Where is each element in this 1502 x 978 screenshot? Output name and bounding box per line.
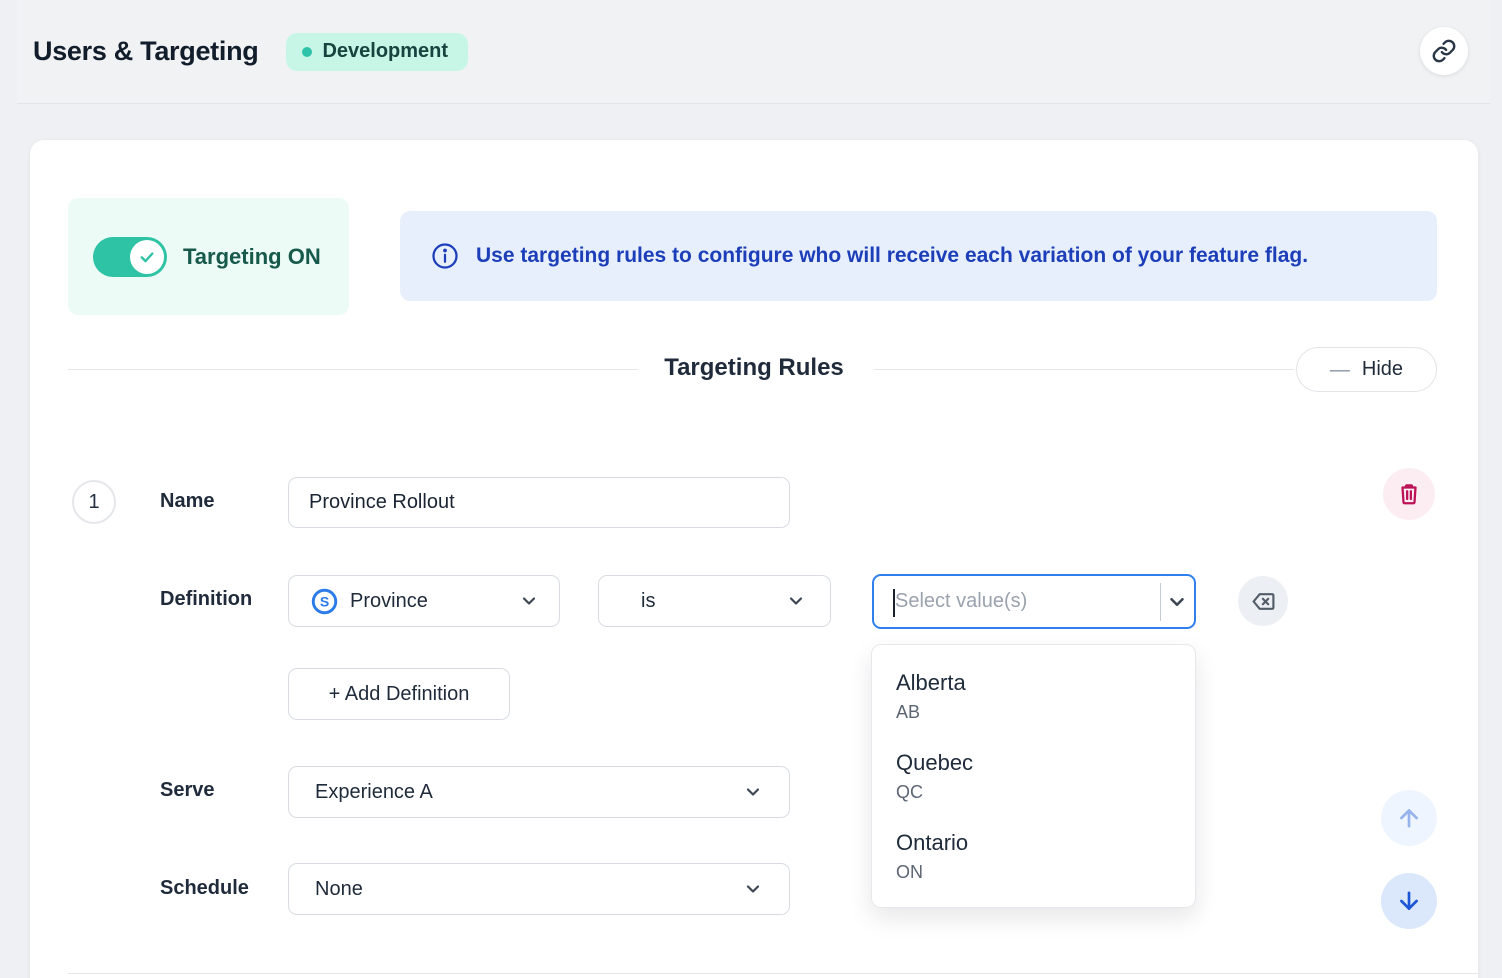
backspace-icon xyxy=(1250,588,1277,615)
environment-badge: Development xyxy=(286,32,469,71)
values-combobox[interactable] xyxy=(872,574,1196,629)
serve-select[interactable]: Experience A xyxy=(288,766,790,818)
option-sublabel: AB xyxy=(896,702,921,722)
chevron-down-icon xyxy=(786,591,806,611)
info-banner: Use targeting rules to configure who wil… xyxy=(400,211,1437,301)
string-type-icon: S xyxy=(311,588,338,615)
combobox-divider xyxy=(1160,582,1161,621)
dropdown-option-alberta[interactable]: Alberta AB xyxy=(896,669,1195,725)
option-label: Quebec xyxy=(896,750,974,775)
option-sublabel: QC xyxy=(896,782,923,802)
info-icon xyxy=(430,241,460,271)
values-input[interactable] xyxy=(874,590,1160,613)
serve-select-value: Experience A xyxy=(315,780,433,803)
option-label: Ontario xyxy=(896,830,969,855)
dropdown-option-quebec[interactable]: Quebec QC xyxy=(896,749,1195,805)
targeting-toggle-label: Targeting ON xyxy=(183,243,321,269)
divider-left xyxy=(68,369,638,370)
chevron-down-icon[interactable] xyxy=(1161,591,1194,613)
definition-label: Definition xyxy=(160,588,253,610)
dropdown-option-ontario[interactable]: Ontario ON xyxy=(896,829,1195,885)
option-label: Alberta xyxy=(896,670,966,695)
move-rule-up-button[interactable] xyxy=(1381,790,1437,846)
property-select[interactable]: S Province xyxy=(288,575,560,627)
name-label: Name xyxy=(160,490,215,512)
page-title: Users & Targeting xyxy=(33,36,259,66)
environment-badge-label: Development xyxy=(322,40,449,62)
page-header: Users & Targeting Development xyxy=(17,0,1490,104)
targeting-card: Targeting ON Use targeting rules to conf… xyxy=(30,140,1478,978)
hide-rules-button[interactable]: — Hide xyxy=(1296,347,1437,392)
rule-name-input[interactable] xyxy=(288,477,790,528)
section-title: Targeting Rules xyxy=(664,354,844,381)
comparator-select[interactable]: is xyxy=(598,575,831,627)
targeting-toggle-container: Targeting ON xyxy=(68,198,349,315)
values-dropdown-panel: Alberta AB Quebec QC Ontario ON xyxy=(871,644,1196,908)
section-bottom-divider xyxy=(68,973,1478,974)
copy-link-button[interactable] xyxy=(1420,27,1468,75)
toggle-knob xyxy=(130,240,164,274)
delete-rule-button[interactable] xyxy=(1383,468,1435,520)
chevron-down-icon xyxy=(743,879,763,899)
option-sublabel: ON xyxy=(896,862,923,882)
schedule-label: Schedule xyxy=(160,877,249,899)
chevron-down-icon xyxy=(743,782,763,802)
serve-label: Serve xyxy=(160,779,215,801)
environment-status-dot xyxy=(302,46,313,57)
add-definition-button[interactable]: + Add Definition xyxy=(288,668,510,720)
chevron-down-icon xyxy=(519,591,539,611)
trash-icon xyxy=(1396,481,1422,507)
svg-text:S: S xyxy=(320,593,329,609)
check-icon xyxy=(138,248,156,266)
minus-icon: — xyxy=(1329,358,1350,381)
property-select-value: Province xyxy=(350,589,428,612)
move-rule-down-button[interactable] xyxy=(1381,873,1437,929)
clear-values-button[interactable] xyxy=(1238,576,1288,626)
comparator-select-value: is xyxy=(641,589,656,612)
arrow-up-icon xyxy=(1395,804,1423,832)
schedule-select[interactable]: None xyxy=(288,863,790,915)
divider-right xyxy=(874,369,1294,370)
text-caret xyxy=(893,589,895,617)
schedule-select-value: None xyxy=(315,877,363,900)
rule-number-badge: 1 xyxy=(72,480,116,524)
link-icon xyxy=(1431,38,1457,64)
info-banner-text: Use targeting rules to configure who wil… xyxy=(476,244,1309,267)
arrow-down-icon xyxy=(1395,887,1423,915)
targeting-toggle[interactable] xyxy=(93,237,167,277)
hide-button-label: Hide xyxy=(1361,358,1404,380)
